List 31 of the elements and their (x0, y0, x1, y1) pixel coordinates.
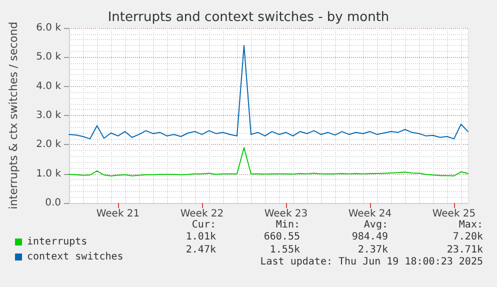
text: Avg: (364, 220, 388, 230)
text: Min: (276, 220, 300, 230)
x-tick-label: Week 25 (432, 208, 476, 220)
text: 1.01k (186, 232, 216, 242)
legend-label: interrupts (27, 236, 88, 248)
y-tick-label: 6.0 k (36, 22, 62, 34)
x-tick-label: Week 21 (96, 208, 140, 220)
legend-label: context switches (27, 252, 124, 262)
line-series (68, 45, 468, 140)
y-tick-label: 5.0 k (36, 52, 62, 63)
text: 660.55 (264, 232, 300, 242)
text: Last update: Thu Jun 19 18:00:23 2025 (260, 256, 483, 268)
x-tick-label: Week 24 (348, 208, 392, 220)
line-series (68, 147, 468, 176)
y-tick-label: 3.0 k (36, 110, 62, 121)
text: 1.55k (270, 244, 300, 256)
x-tick-label: Week 23 (264, 208, 308, 220)
y-tick-label: 0.0 (45, 198, 61, 208)
x-tick-label: Week 22 (180, 208, 224, 220)
text: 984.49 (352, 232, 388, 242)
text: Max: (458, 220, 483, 230)
y-axis-title: interrupts & ctx switches / second (7, 22, 20, 210)
text: 2.47k (186, 244, 216, 256)
y-tick-label: 1.0 k (36, 168, 62, 180)
text: Cur: (192, 220, 216, 230)
chart-title: Interrupts and context switches - by month (108, 10, 390, 25)
y-tick-label: 2.0 k (36, 139, 62, 150)
text: 7.20k (452, 232, 483, 242)
text: 2.37k (358, 244, 388, 256)
text: 23.71k (446, 244, 483, 256)
y-tick-label: 4.0 k (36, 80, 62, 92)
